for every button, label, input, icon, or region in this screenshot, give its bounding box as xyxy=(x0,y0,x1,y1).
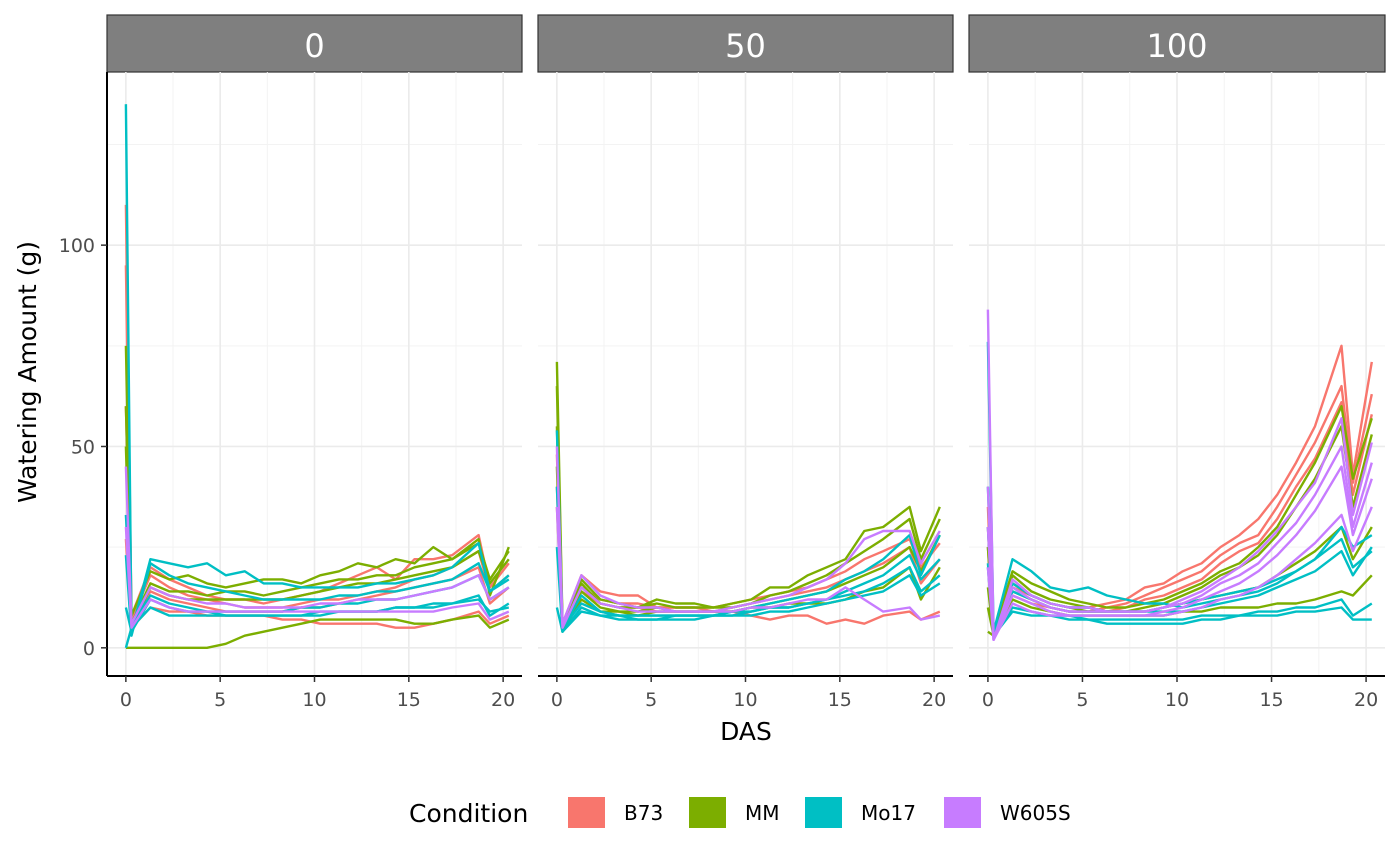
y-tick-label: 50 xyxy=(71,436,95,458)
series-line-w605s xyxy=(986,309,1373,641)
series-line-b73 xyxy=(124,265,510,617)
x-tick-label: 15 xyxy=(397,689,421,711)
legend-label-mo17: Mo17 xyxy=(861,801,916,825)
series-line-mo17 xyxy=(555,547,941,633)
series-line-w605s xyxy=(124,526,510,629)
series-line-mo17 xyxy=(986,563,1372,637)
x-tick-label: 0 xyxy=(982,689,994,711)
facet-strip-label: 0 xyxy=(304,27,324,65)
legend-swatch-w605s xyxy=(944,797,981,828)
x-axis-title: DAS xyxy=(720,717,772,746)
facet-panel-0: 0 0 5 10 15 20 0 50 100 xyxy=(59,14,523,711)
x-tick-label: 20 xyxy=(1354,689,1378,711)
facet-strip xyxy=(537,14,954,73)
facet-strip xyxy=(968,14,1386,73)
x-tick-label: 0 xyxy=(551,689,563,711)
x-tick-label: 10 xyxy=(302,689,326,711)
series-line-mo17 xyxy=(124,555,510,637)
x-tick-label: 20 xyxy=(922,689,946,711)
y-tick-label: 0 xyxy=(83,638,95,660)
series-line-mo17 xyxy=(124,594,510,649)
series-line-mm xyxy=(986,405,1373,633)
legend-label-w605s: W605S xyxy=(1000,801,1071,825)
x-tick-label: 20 xyxy=(491,689,515,711)
series-line-w605s xyxy=(555,446,941,625)
y-tick-label: 100 xyxy=(59,235,95,257)
series-line-w605s xyxy=(986,445,1373,641)
x-tick-label: 0 xyxy=(120,689,132,711)
panels-layer: 0 0 5 10 15 20 0 50 100 50 0 5 10 15 20 100 0 5 10 15 20 xyxy=(59,14,1386,711)
series-line-mm xyxy=(987,425,1373,637)
facet-strip-label: 100 xyxy=(1146,27,1207,65)
series-line-b73 xyxy=(986,401,1373,637)
series-line-mm xyxy=(125,614,510,649)
legend-label-b73: B73 xyxy=(624,801,663,825)
series-line-mm xyxy=(555,361,941,625)
legend-title: Condition xyxy=(409,799,528,828)
legend: Condition B73 MM Mo17 W605S xyxy=(409,797,1071,828)
x-tick-label: 5 xyxy=(1076,689,1088,711)
series-line-w605s xyxy=(555,506,941,629)
x-tick-label: 5 xyxy=(645,689,657,711)
series-line-w605s xyxy=(986,465,1373,641)
facet-panel-50: 50 0 5 10 15 20 xyxy=(537,14,954,711)
legend-swatch-b73 xyxy=(568,797,605,828)
x-tick-label: 5 xyxy=(214,689,226,711)
x-tick-label: 15 xyxy=(1259,689,1283,711)
x-tick-label: 10 xyxy=(1165,689,1189,711)
series-line-mo17 xyxy=(555,574,941,633)
x-tick-label: 15 xyxy=(828,689,852,711)
facet-strip-label: 50 xyxy=(725,27,766,65)
legend-label-mm: MM xyxy=(745,801,780,825)
legend-swatch-mm xyxy=(689,797,726,828)
series-line-mo17 xyxy=(124,104,510,633)
y-axis-title: Watering Amount (g) xyxy=(13,241,42,503)
x-tick-label: 10 xyxy=(733,689,757,711)
facet-panel-100: 100 0 5 10 15 20 xyxy=(968,14,1386,711)
series-line-mo17 xyxy=(555,430,941,629)
legend-swatch-mo17 xyxy=(805,797,842,828)
series-line-w605s xyxy=(124,466,510,625)
series-line-w605s xyxy=(986,506,1373,641)
series-line-mm xyxy=(124,406,510,625)
facet-strip xyxy=(106,14,523,73)
series-line-mm xyxy=(124,345,510,617)
